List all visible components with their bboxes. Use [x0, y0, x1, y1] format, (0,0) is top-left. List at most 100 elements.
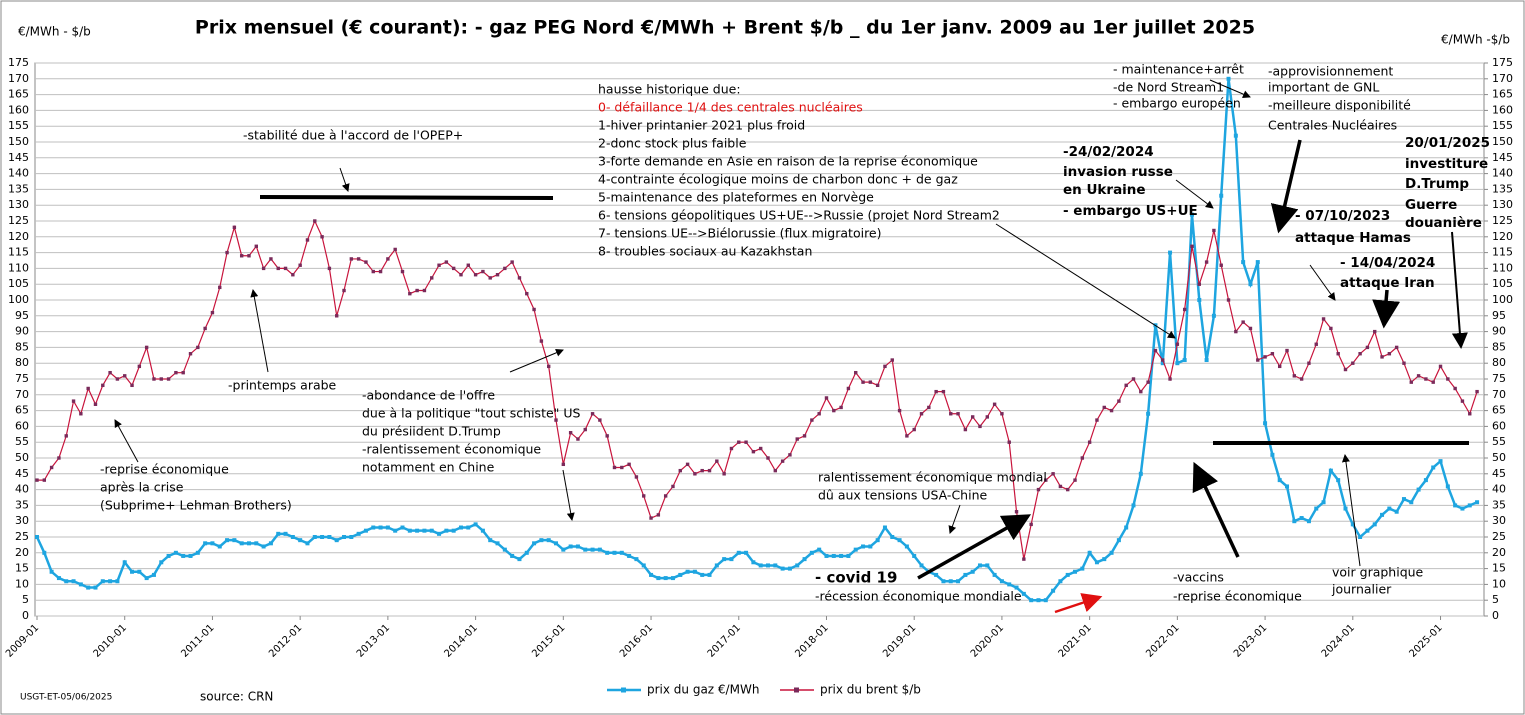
- data-point: [93, 585, 98, 590]
- data-point: [108, 579, 113, 584]
- data-point: [678, 572, 683, 577]
- data-point: [283, 531, 288, 536]
- y-tick-label: 115: [8, 246, 29, 259]
- data-point: [276, 531, 281, 536]
- annotation: -reprise économique: [1173, 589, 1302, 604]
- data-point: [524, 550, 529, 555]
- annotation: -ralentissement économique: [362, 442, 541, 457]
- data-point: [1226, 298, 1231, 302]
- data-point: [758, 563, 763, 568]
- y2-tick-label: 175: [1492, 56, 1513, 69]
- data-point: [1102, 557, 1107, 562]
- data-point: [1248, 326, 1253, 331]
- data-point: [1204, 260, 1209, 264]
- data-point: [802, 434, 807, 438]
- data-point: [685, 569, 690, 574]
- data-point: [71, 579, 76, 584]
- data-point: [400, 525, 405, 530]
- data-point: [1036, 487, 1041, 492]
- data-point: [239, 254, 244, 258]
- annotation: notamment en Chine: [362, 460, 495, 475]
- data-point: [1241, 260, 1246, 265]
- data-point: [1424, 377, 1428, 381]
- data-point: [949, 412, 953, 416]
- data-point: [195, 550, 200, 555]
- data-point: [79, 412, 83, 416]
- data-point: [1423, 478, 1428, 483]
- data-point: [1277, 478, 1282, 483]
- y-tick-label: 35: [15, 498, 29, 511]
- data-point: [1175, 361, 1180, 366]
- data-point: [1416, 374, 1421, 378]
- arrow: [1192, 461, 1240, 558]
- data-point: [503, 266, 507, 271]
- data-point: [978, 424, 982, 429]
- data-point: [1197, 282, 1201, 286]
- data-point: [400, 269, 405, 274]
- data-point: [590, 412, 595, 416]
- data-point: [1453, 386, 1457, 391]
- annotation: investiture: [1405, 156, 1488, 172]
- data-point: [481, 269, 485, 274]
- data-point: [371, 269, 375, 274]
- data-point: [327, 535, 332, 539]
- legend-marker: [794, 687, 799, 693]
- y-tick-label: 140: [8, 167, 29, 180]
- y2-tick-label: 65: [1492, 404, 1506, 417]
- data-point: [1314, 342, 1318, 346]
- data-point: [1051, 588, 1056, 593]
- data-point: [590, 547, 595, 552]
- data-point: [722, 472, 726, 476]
- data-point: [649, 572, 654, 577]
- arrow: [1341, 454, 1361, 567]
- data-point: [1065, 572, 1070, 577]
- y2-tick-label: 110: [1492, 261, 1513, 274]
- data-point: [1146, 380, 1150, 384]
- data-point: [247, 254, 251, 258]
- data-point: [1022, 557, 1026, 561]
- data-point: [1000, 412, 1004, 416]
- data-point: [1255, 260, 1260, 265]
- y-tick-label: 45: [15, 467, 29, 480]
- data-point: [422, 288, 427, 293]
- data-point: [656, 576, 661, 581]
- data-point: [839, 553, 844, 558]
- data-point: [268, 541, 273, 546]
- y2-tick-label: 155: [1492, 119, 1513, 132]
- data-point: [298, 263, 302, 267]
- data-point: [627, 553, 632, 558]
- data-point: [488, 538, 493, 543]
- y-tick-label: 85: [15, 340, 29, 353]
- data-point: [693, 472, 697, 476]
- data-point: [583, 547, 588, 552]
- data-point: [378, 525, 383, 530]
- data-point: [1058, 579, 1063, 584]
- data-point: [181, 370, 185, 375]
- data-point: [1212, 228, 1216, 233]
- data-point: [539, 538, 544, 543]
- data-point: [1263, 355, 1267, 359]
- y-tick-label: 50: [15, 451, 29, 464]
- data-point: [919, 412, 924, 416]
- data-point: [57, 456, 61, 460]
- data-point: [1117, 399, 1121, 403]
- data-point: [458, 525, 463, 530]
- data-point: [766, 456, 770, 460]
- data-point: [173, 550, 178, 555]
- data-point: [1066, 487, 1070, 492]
- data-point: [875, 538, 880, 543]
- data-point: [151, 572, 156, 577]
- data-point: [1270, 352, 1275, 356]
- data-point: [101, 383, 105, 388]
- data-point: [137, 569, 142, 574]
- data-point: [305, 541, 310, 546]
- data-point: [35, 478, 39, 482]
- data-point: [254, 541, 259, 546]
- data-point: [1387, 352, 1392, 356]
- data-point: [1160, 361, 1165, 366]
- arrow: [509, 348, 564, 373]
- data-point: [386, 257, 390, 261]
- data-point: [810, 418, 814, 422]
- data-point: [532, 541, 537, 546]
- data-point: [196, 345, 200, 350]
